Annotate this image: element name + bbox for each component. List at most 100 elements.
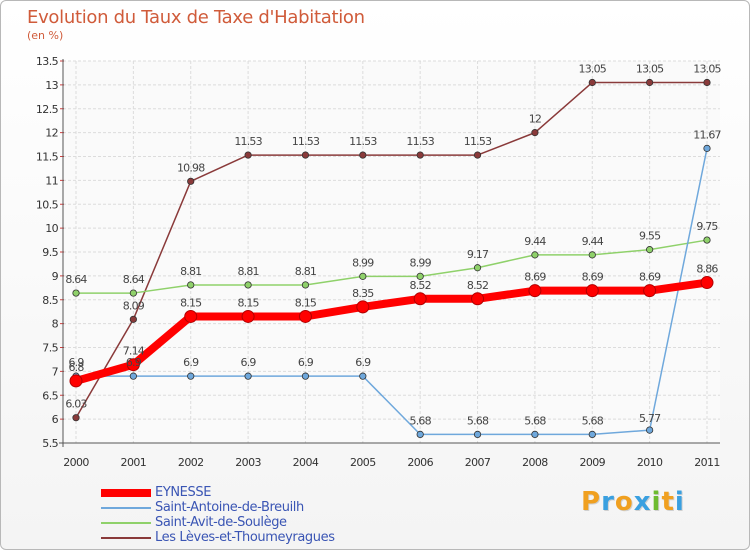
x-tick-label: 2008: [522, 456, 548, 469]
data-point-saint-antoine: [187, 372, 195, 380]
y-tick-label: 12: [45, 127, 58, 140]
data-label-les-leves: 13.05: [693, 62, 721, 75]
data-point-saint-avit: [416, 272, 424, 280]
data-label-saint-antoine: 5.77: [639, 412, 661, 425]
series-line-les-leves: [75, 81, 707, 419]
data-label-eynesse: 8.52: [410, 279, 431, 292]
data-label-eynesse: 8.52: [467, 279, 488, 292]
data-label-saint-avit: 8.99: [410, 256, 432, 269]
data-label-eynesse: 8.69: [524, 271, 546, 284]
data-point-les-leves: [359, 151, 367, 159]
legend-label-saint-avit: Saint-Avit-de-Soulège: [155, 515, 287, 530]
data-label-les-leves: 11.53: [349, 135, 377, 148]
data-point-les-leves: [703, 78, 711, 87]
data-point-saint-avit: [531, 251, 539, 259]
legend-swatch-saint-antoine: [101, 507, 151, 509]
y-tick-label: 13.5: [36, 55, 59, 68]
data-point-saint-antoine: [244, 372, 252, 380]
data-point-saint-antoine: [129, 372, 137, 380]
data-point-saint-avit: [359, 272, 367, 280]
data-label-saint-antoine: 6.9: [355, 356, 371, 369]
y-tick-label: 6: [52, 413, 59, 426]
y-tick-label: 10: [45, 222, 58, 235]
data-point-saint-antoine: [473, 430, 482, 439]
data-label-saint-avit: 9.44: [524, 235, 546, 248]
data-label-saint-antoine: 5.68: [410, 414, 432, 427]
data-point-eynesse: [700, 276, 714, 290]
x-tick-label: 2010: [637, 456, 663, 469]
y-tick-label: 11.5: [36, 151, 59, 164]
data-point-saint-antoine: [531, 430, 539, 439]
data-point-les-leves: [187, 177, 195, 185]
data-label-saint-avit: 8.81: [180, 265, 201, 278]
data-label-les-leves: 6.03: [65, 398, 87, 411]
data-point-saint-antoine: [359, 372, 367, 380]
data-point-eynesse: [298, 309, 312, 323]
x-tick-label: 2004: [293, 456, 319, 469]
data-label-saint-antoine: 5.68: [582, 414, 604, 427]
y-tick-label: 9: [52, 270, 59, 283]
y-tick-label: 6.5: [42, 389, 58, 402]
data-label-eynesse: 8.86: [696, 263, 718, 276]
y-tick-label: 5.5: [42, 437, 58, 450]
x-tick-label: 2009: [579, 456, 605, 469]
data-label-eynesse: 6.8: [68, 361, 84, 374]
data-point-les-leves: [72, 414, 80, 422]
data-point-eynesse: [126, 358, 140, 372]
data-label-saint-avit: 8.64: [65, 273, 87, 286]
data-label-saint-avit: 8.64: [123, 273, 145, 286]
data-point-les-leves: [244, 151, 252, 159]
legend-label-les-leves: Les Lèves-et-Thoumeyragues: [155, 530, 335, 545]
data-point-eynesse: [471, 292, 485, 306]
x-tick-label: 2001: [121, 456, 147, 469]
legend-swatch-saint-avit: [101, 522, 151, 524]
data-point-eynesse: [184, 309, 198, 323]
data-point-les-leves: [129, 315, 137, 323]
data-point-saint-avit: [588, 251, 596, 259]
data-label-les-leves: 13.05: [636, 62, 664, 75]
legend-label-saint-antoine: Saint-Antoine-de-Breuilh: [155, 500, 304, 515]
data-label-les-leves: 11.53: [234, 135, 262, 148]
data-point-les-leves: [473, 151, 482, 159]
data-label-saint-antoine: 5.68: [524, 414, 546, 427]
data-label-eynesse: 8.69: [582, 271, 604, 284]
data-label-saint-antoine: 6.9: [126, 356, 142, 369]
data-label-saint-avit: 8.81: [295, 265, 316, 278]
data-point-saint-antoine: [646, 426, 654, 434]
legend-swatch-les-leves: [101, 537, 151, 539]
data-label-eynesse: 8.15: [295, 296, 317, 309]
y-tick-label: 7.5: [42, 342, 58, 355]
data-point-eynesse: [643, 284, 657, 298]
data-label-saint-avit: 9.44: [582, 235, 604, 248]
y-tick-label: 13: [45, 79, 58, 92]
chart-title: Evolution du Taux de Taxe d'Habitation: [27, 7, 365, 28]
data-point-saint-antoine: [588, 430, 596, 439]
data-point-saint-avit: [129, 289, 137, 297]
data-point-saint-antoine: [301, 372, 310, 380]
legend-label-eynesse: EYNESSE: [155, 485, 212, 500]
data-point-eynesse: [585, 284, 599, 298]
data-label-saint-antoine: 6.9: [241, 356, 257, 369]
data-point-eynesse: [69, 374, 83, 388]
data-point-saint-avit: [703, 236, 711, 244]
data-label-saint-antoine: 11.67: [693, 128, 721, 141]
x-tick-label: 2005: [350, 456, 376, 469]
x-tick-label: 2002: [178, 456, 204, 469]
data-point-les-leves: [531, 129, 539, 137]
y-tick-label: 7: [52, 365, 59, 378]
data-point-les-leves: [301, 151, 310, 159]
data-label-saint-avit: 9.55: [639, 230, 661, 243]
data-point-saint-avit: [187, 281, 195, 289]
data-label-les-leves: 11.53: [464, 135, 492, 148]
y-tick-label: 9.5: [42, 246, 58, 259]
x-tick-label: 2003: [235, 456, 261, 469]
data-label-saint-antoine: 6.9: [68, 356, 84, 369]
x-tick-label: 2007: [465, 456, 491, 469]
data-point-les-leves: [416, 151, 424, 159]
data-label-saint-antoine: 6.9: [298, 356, 314, 369]
data-label-les-leves: 12: [529, 113, 541, 126]
data-point-eynesse: [356, 300, 370, 314]
y-tick-label: 12.5: [36, 103, 59, 116]
